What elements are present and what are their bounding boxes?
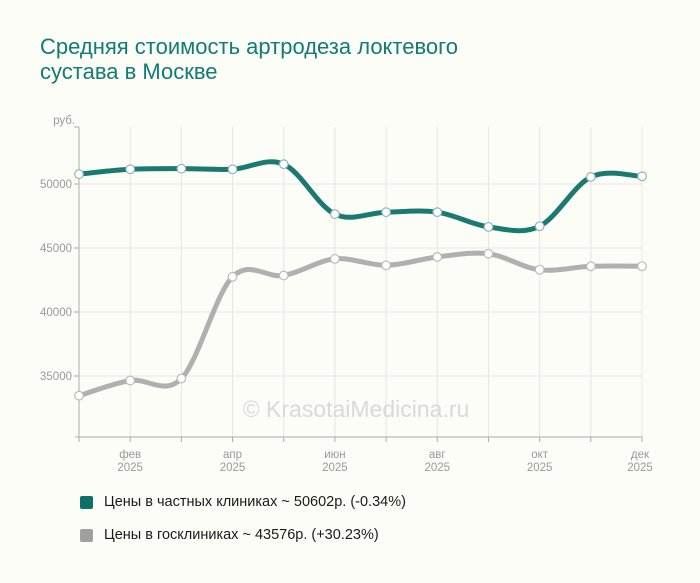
legend-item-state-clinics: Цены в госклиниках ~ 43576р. (+30.23%) xyxy=(80,528,406,542)
price-trend-chart: 35000400004500050000руб.фев2025апр2025ию… xyxy=(40,115,653,474)
y-tick-label: 50000 xyxy=(40,179,72,191)
data-point-marker[interactable] xyxy=(432,207,443,218)
chart-title: Средняя стоимость артродеза локтевого су… xyxy=(40,34,458,84)
data-point-marker[interactable] xyxy=(176,163,187,174)
x-tick-label-year: 2025 xyxy=(424,462,450,474)
data-point-marker[interactable] xyxy=(381,260,391,271)
data-point-marker[interactable] xyxy=(74,169,84,179)
legend-label-state-clinics: Цены в госклиниках ~ 43576р. (+30.23%) xyxy=(104,527,379,543)
legend-item-private-clinics: Цены в частных клиниках ~ 50602р. (-0.34… xyxy=(80,495,406,509)
data-point-marker[interactable] xyxy=(585,261,596,272)
data-point-marker[interactable] xyxy=(330,209,340,219)
data-point-marker[interactable] xyxy=(637,261,647,272)
x-tick-label-month: фев xyxy=(119,449,141,461)
x-tick-label-year: 2025 xyxy=(627,462,653,474)
data-point-marker[interactable] xyxy=(278,159,289,170)
watermark-text: © KrasotaiMedicina.ru xyxy=(243,396,470,422)
data-point-marker[interactable] xyxy=(534,264,545,275)
data-point-marker[interactable] xyxy=(227,164,238,175)
y-tick-label: 40000 xyxy=(40,307,72,319)
state-clinics-line xyxy=(76,250,645,399)
data-point-marker[interactable] xyxy=(483,248,494,259)
data-point-marker[interactable] xyxy=(637,171,647,182)
private-clinics-line xyxy=(76,159,645,234)
data-point-marker[interactable] xyxy=(176,373,187,384)
y-tick-label: 45000 xyxy=(40,243,72,255)
x-tick-label-month: июн xyxy=(324,449,345,461)
y-axis-unit-label: руб. xyxy=(53,115,75,127)
data-point-marker[interactable] xyxy=(585,172,596,182)
legend-label-private-clinics: Цены в частных клиниках ~ 50602р. (-0.34… xyxy=(104,494,406,510)
x-tick-label-year: 2025 xyxy=(322,462,348,474)
legend: Цены в частных клиниках ~ 50602р. (-0.34… xyxy=(80,495,406,561)
y-tick-label: 35000 xyxy=(40,371,72,383)
legend-swatch-state-clinics xyxy=(80,528,93,542)
x-tick-label-month: дек xyxy=(631,449,650,461)
data-point-marker[interactable] xyxy=(330,253,340,264)
data-point-marker[interactable] xyxy=(432,252,443,262)
data-point-marker[interactable] xyxy=(125,375,136,386)
x-tick-label-year: 2025 xyxy=(220,462,246,474)
x-tick-label-year: 2025 xyxy=(117,462,143,474)
data-point-marker[interactable] xyxy=(227,271,238,282)
x-tick-label-year: 2025 xyxy=(527,462,553,474)
x-tick-label-month: окт xyxy=(531,449,549,461)
x-tick-label-month: авг xyxy=(429,449,446,461)
data-point-marker[interactable] xyxy=(278,270,289,281)
x-tick-label-month: апр xyxy=(223,449,242,461)
data-point-marker[interactable] xyxy=(381,207,391,218)
data-point-marker[interactable] xyxy=(125,164,136,175)
data-point-marker[interactable] xyxy=(74,390,84,401)
data-point-marker[interactable] xyxy=(483,221,494,232)
data-point-marker[interactable] xyxy=(534,221,545,232)
legend-swatch-private-clinics xyxy=(80,495,93,509)
